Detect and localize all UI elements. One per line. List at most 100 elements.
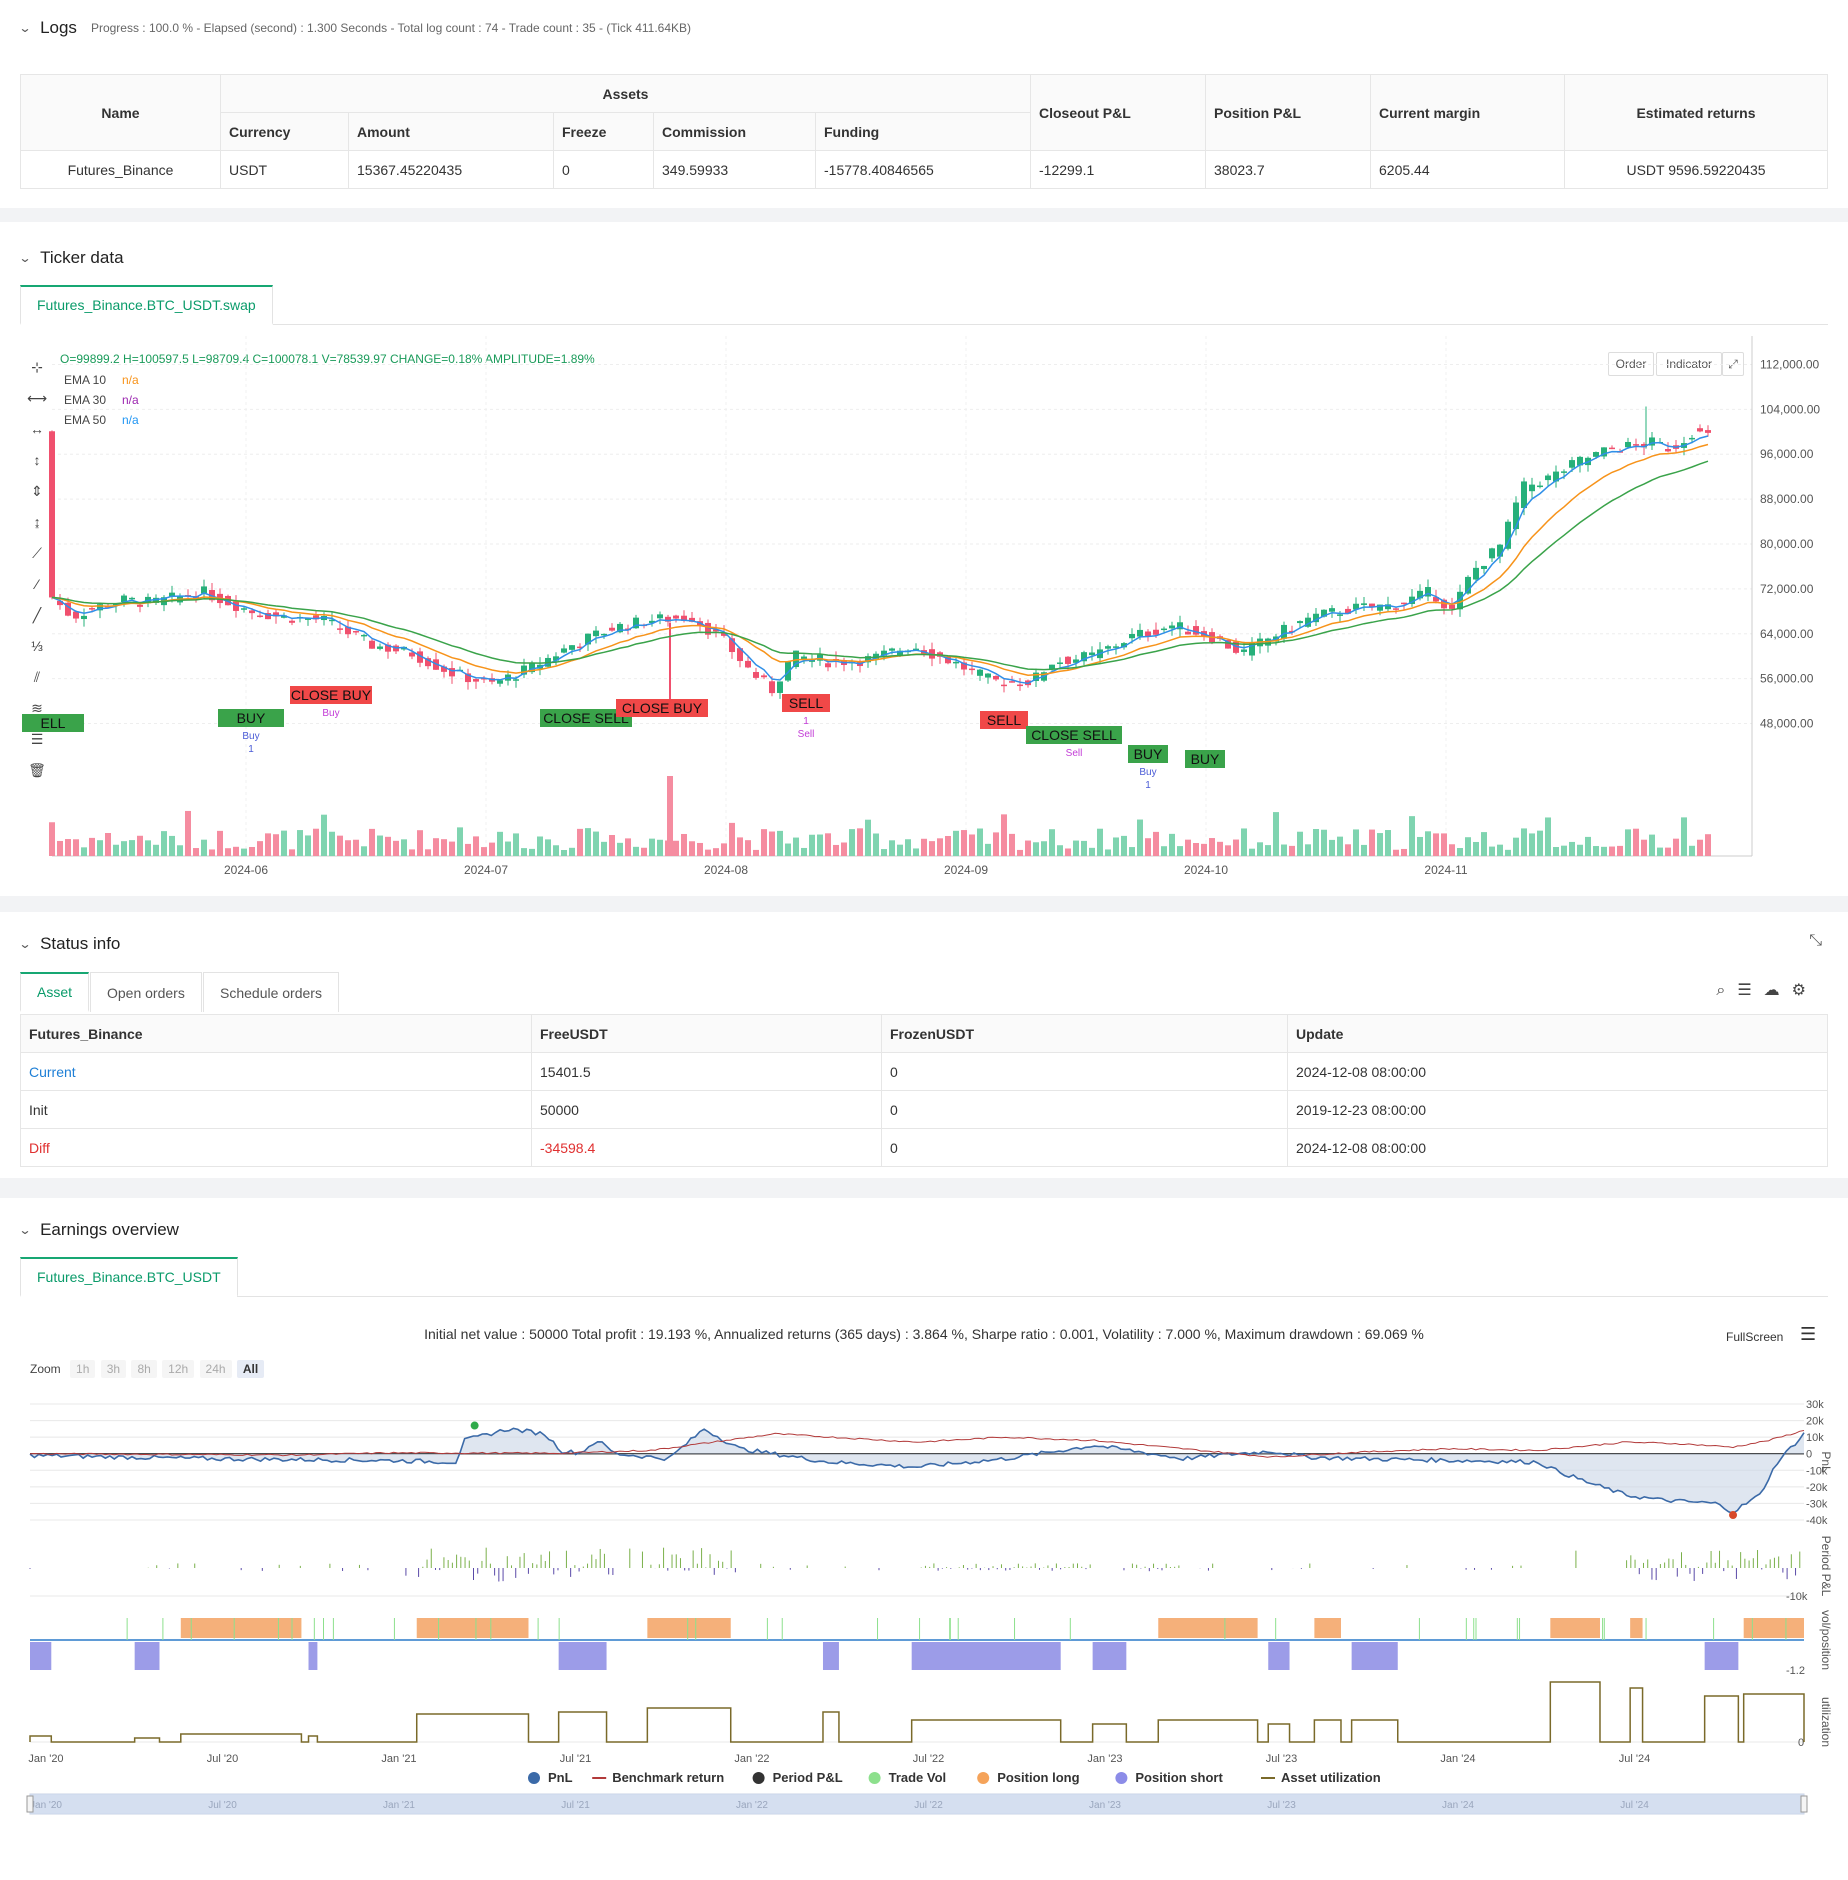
candle-body (977, 669, 983, 676)
fullscreen-button[interactable]: FullScreen (1726, 1330, 1784, 1344)
menu-icon[interactable]: ☰ (1800, 1324, 1817, 1344)
zoom-1h[interactable]: 1h (70, 1360, 96, 1378)
volume-bar (1121, 835, 1127, 856)
collapse-icon[interactable]: ⤡ (1809, 932, 1822, 949)
candle-body (1473, 567, 1479, 580)
volume-bar (465, 843, 471, 856)
status-header[interactable]: ⌄ Status info (18, 934, 120, 954)
x-tick-label: 2024-09 (944, 863, 988, 877)
volume-bar (937, 838, 943, 856)
fib-icon[interactable]: ≋ (31, 700, 43, 716)
trash-icon[interactable]: 🗑 (28, 762, 46, 778)
list-icon[interactable]: ☰ (1737, 982, 1764, 999)
candle-body (113, 603, 119, 606)
cell-amount: 15367.45220435 (348, 150, 554, 189)
position-short-block (1704, 1642, 1739, 1670)
volume-bar (1241, 828, 1247, 856)
earnings-header[interactable]: ⌄ Earnings overview (18, 1220, 179, 1240)
tab-ticker-symbol[interactable]: Futures_Binance.BTC_USDT.swap (20, 285, 273, 325)
earnings-chart[interactable]: 30k 20k 10k 0 -10k -20k -30k -40k -10k -1.2 0 PnL Pe… (0, 1390, 1848, 1872)
volume-bar (1345, 844, 1351, 856)
tab-divider (237, 1296, 1828, 1297)
zoom-24h[interactable]: 24h (199, 1360, 232, 1378)
crosshair-icon[interactable]: ⊹ (31, 359, 43, 375)
volume-bar (1577, 844, 1583, 856)
candle-body (1329, 608, 1335, 612)
volume-bar (97, 840, 103, 856)
candle-body (649, 620, 655, 624)
chevron-down-icon[interactable]: ⌄ (18, 937, 32, 951)
volume-bar (777, 830, 783, 856)
parallel-channel-icon[interactable]: ⫽ (33, 669, 41, 685)
measure-icon[interactable]: ☰ (30, 731, 44, 747)
volume-bar (1265, 845, 1271, 856)
volume-bar (1193, 843, 1199, 856)
volume-bar (265, 833, 271, 856)
candle-body (1121, 643, 1127, 648)
legend-item: Benchmark return (612, 1770, 724, 1785)
volume-bar (865, 819, 871, 856)
zoom-3h[interactable]: 3h (100, 1360, 127, 1378)
tab-asset[interactable]: Asset (20, 972, 90, 1012)
zoom-label: Zoom (30, 1362, 61, 1376)
volume-bar (217, 830, 223, 856)
volume-bar (825, 833, 831, 856)
volume-bar (1537, 830, 1543, 856)
candle-body (361, 634, 367, 637)
vertical-segment-icon[interactable]: ⇕ (31, 483, 43, 499)
candle-body (305, 618, 311, 620)
tab-schedule-orders[interactable]: Schedule orders (203, 972, 339, 1012)
row-label-current[interactable]: Current (20, 1052, 532, 1091)
vertical-line-icon[interactable]: ↕ (33, 452, 41, 468)
volume-bar (761, 829, 767, 856)
trend-line-icon[interactable]: ⟋ (32, 545, 42, 561)
volume-bar (921, 838, 927, 856)
ema-10-label: EMA 10 (64, 373, 107, 387)
ema-10-row: EMA 10 n/a (64, 370, 139, 390)
volume-bar (321, 814, 327, 856)
logs-summary: Progress : 100.0 % - Elapsed (second) : … (90, 21, 692, 35)
search-icon[interactable]: ⌕ (1716, 982, 1738, 999)
volume-bar (977, 828, 983, 856)
ray-line-icon[interactable]: ⁄ (35, 576, 39, 592)
candlestick-chart[interactable]: 112,000.00 104,000.00 96,000.00 88,000.00 80… (0, 336, 1848, 896)
logs-header[interactable]: ⌄ Logs Progress : 100.0 % - Elapsed (sec… (18, 18, 692, 38)
candle-body (1057, 662, 1063, 664)
zoom-8h[interactable]: 8h (131, 1360, 157, 1378)
price-label-icon[interactable]: ⅓ (31, 638, 43, 654)
chevron-down-icon[interactable]: ⌄ (18, 21, 32, 35)
zoom-all[interactable]: All (236, 1360, 265, 1378)
ema-50-value: n/a (122, 413, 139, 427)
cell-free: -34598.4 (531, 1128, 882, 1167)
volume-bar (401, 839, 407, 856)
volume-bar (1257, 842, 1263, 856)
navigator-tick-label: Jul '24 (1620, 1800, 1649, 1811)
cloud-download-icon[interactable]: ☁ (1763, 982, 1792, 999)
position-short-block (30, 1642, 52, 1670)
segment-icon[interactable]: ╱ (32, 607, 42, 623)
zoom-12h[interactable]: 12h (162, 1360, 195, 1378)
candle-body (1113, 646, 1119, 648)
tab-open-orders[interactable]: Open orders (90, 972, 202, 1012)
candle-body (689, 617, 695, 622)
volume-bar (1465, 837, 1471, 856)
vertical-arrow-icon[interactable]: ↨ (33, 514, 41, 530)
tab-earnings-symbol[interactable]: Futures_Binance.BTC_USDT (20, 1257, 238, 1297)
volume-bar (1393, 849, 1399, 856)
chevron-down-icon[interactable]: ⌄ (18, 251, 32, 265)
chevron-down-icon[interactable]: ⌄ (18, 1223, 32, 1237)
gear-icon[interactable]: ⚙ (1791, 982, 1818, 999)
candle-body (969, 668, 975, 671)
volume-bar (81, 847, 87, 856)
horizontal-line-icon[interactable]: ⟷ (26, 390, 48, 406)
ema-legend: EMA 10 n/a EMA 30 n/a EMA 50 n/a (64, 370, 139, 430)
candle-body (1305, 617, 1311, 627)
volume-bar (65, 839, 71, 856)
horizontal-ray-icon[interactable]: ↔ (30, 421, 44, 437)
earnings-title: Earnings overview (40, 1220, 179, 1239)
candle-body (137, 604, 143, 607)
ticker-header[interactable]: ⌄ Ticker data (18, 248, 123, 268)
candle-body (1009, 681, 1015, 683)
volume-bar (225, 848, 231, 856)
candle-body (1033, 672, 1039, 682)
